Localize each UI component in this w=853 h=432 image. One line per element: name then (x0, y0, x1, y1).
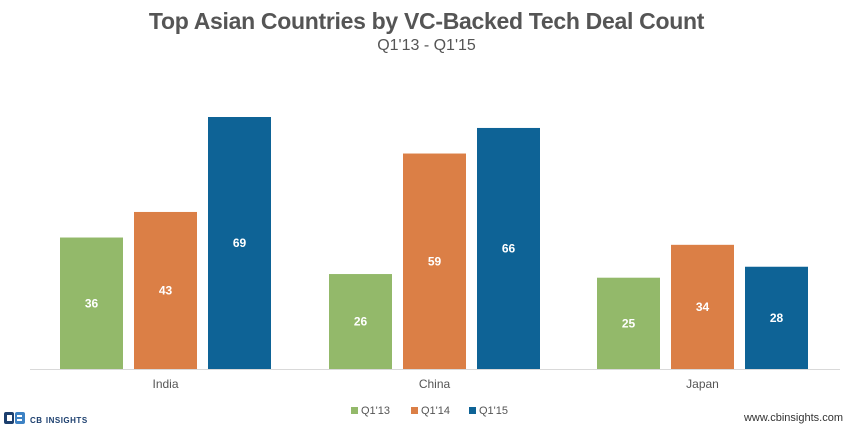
logo-mark-text: CB (30, 415, 43, 425)
bar-china-1 (403, 153, 466, 369)
bar-japan-1 (671, 244, 734, 369)
chart-title: Top Asian Countries by VC-Backed Tech De… (148, 8, 705, 34)
data-label: 34 (696, 300, 710, 314)
bar-china-2 (477, 127, 540, 370)
bar-india-0 (60, 237, 123, 369)
data-label: 69 (233, 236, 247, 250)
bar-japan-2 (745, 266, 808, 369)
footer-url: www.cbinsights.com (743, 412, 843, 424)
data-label: 28 (770, 311, 784, 325)
chart-subtitle: Q1'13 - Q1'15 (377, 37, 476, 54)
data-label: 36 (85, 296, 99, 310)
x-tick-label: Japan (686, 377, 719, 391)
legend-label: Q1'13 (361, 405, 390, 417)
x-tick-label: China (419, 377, 451, 391)
bar-india-1 (134, 211, 197, 369)
cb-insights-logo: CB INSIGHTS (4, 408, 88, 428)
bar-india-2 (208, 117, 271, 369)
legend-swatch (469, 407, 476, 414)
data-label: 59 (428, 254, 442, 268)
cb-logo-icon (4, 412, 25, 424)
data-label: 66 (502, 241, 516, 255)
legend-swatch (411, 407, 418, 414)
data-label: 25 (622, 316, 636, 330)
data-label: 43 (159, 283, 173, 297)
bar-japan-0 (597, 277, 660, 369)
data-label: 26 (354, 315, 368, 329)
legend-swatch (351, 407, 358, 414)
bar-china-0 (329, 274, 392, 369)
logo-text: CB INSIGHTS (30, 411, 88, 426)
x-tick-label: India (152, 377, 178, 391)
legend-label: Q1'15 (479, 405, 508, 417)
legend-label: Q1'14 (421, 405, 450, 417)
logo-word-text: INSIGHTS (45, 415, 88, 425)
